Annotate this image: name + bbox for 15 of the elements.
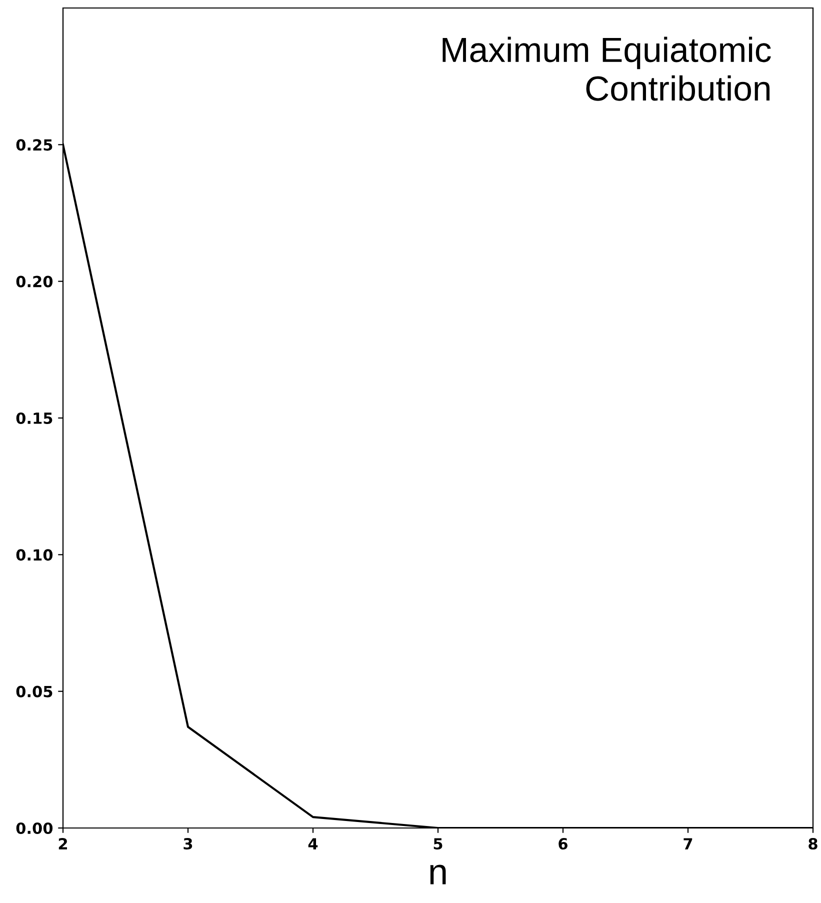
x-tick-label: 3 (184, 838, 192, 850)
x-tick-label: 7 (684, 838, 692, 850)
y-tick-label: 0.00 (16, 822, 53, 834)
x-tick-label: 2 (58, 838, 67, 850)
x-axis-title: n (430, 864, 446, 884)
x-tick-label: 6 (558, 838, 568, 850)
x-tick-label: 5 (434, 838, 442, 850)
x-tick-label: 8 (808, 838, 818, 850)
x-tick-label: 4 (308, 838, 318, 850)
y-tick-label: 0.10 (16, 549, 53, 561)
annotation: Maximum Equiatomic Contribution (442, 36, 771, 101)
y-tick-label: 0.25 (16, 139, 52, 151)
y-tick-label: 0.20 (16, 276, 53, 288)
y-tick-label: 0.15 (16, 412, 52, 424)
y-tick-label: 0.05 (16, 686, 52, 698)
